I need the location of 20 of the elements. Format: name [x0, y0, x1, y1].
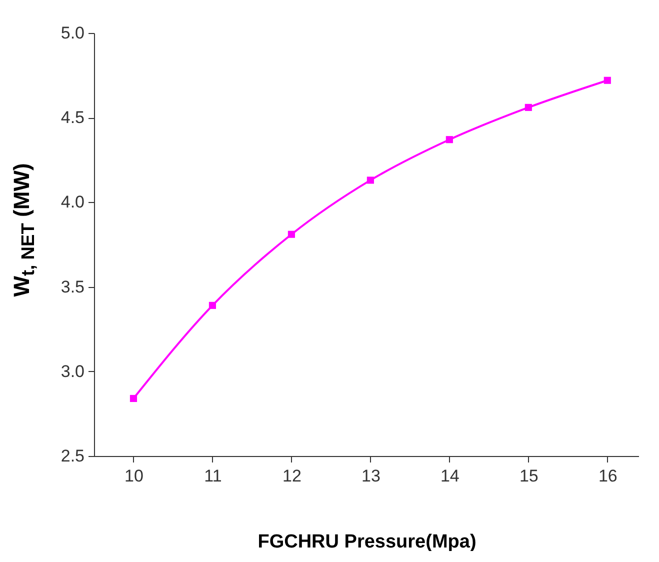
y-tick-label: 2.5	[60, 446, 84, 466]
y-tick-label: 4.5	[60, 108, 84, 128]
x-tick-label: 12	[282, 466, 302, 486]
y-tick-label: 3.5	[60, 277, 84, 296]
x-tick-label: 10	[124, 466, 144, 486]
point	[208, 302, 216, 309]
point	[446, 136, 453, 144]
point	[604, 76, 611, 84]
point	[288, 230, 295, 238]
y-tick-label: 4.0	[60, 192, 84, 212]
x-tick-label: 11	[204, 466, 222, 486]
y-tick-label: 3.0	[60, 362, 84, 381]
x-tick-label: 14	[440, 466, 460, 486]
x-tick-label: 13	[361, 466, 380, 486]
point	[524, 104, 532, 111]
point	[130, 394, 138, 402]
x-tick-label: 15	[519, 466, 538, 486]
point	[366, 176, 374, 184]
x-tick-label: 16	[598, 466, 618, 486]
y-tick-label: 5.0	[60, 24, 84, 42]
